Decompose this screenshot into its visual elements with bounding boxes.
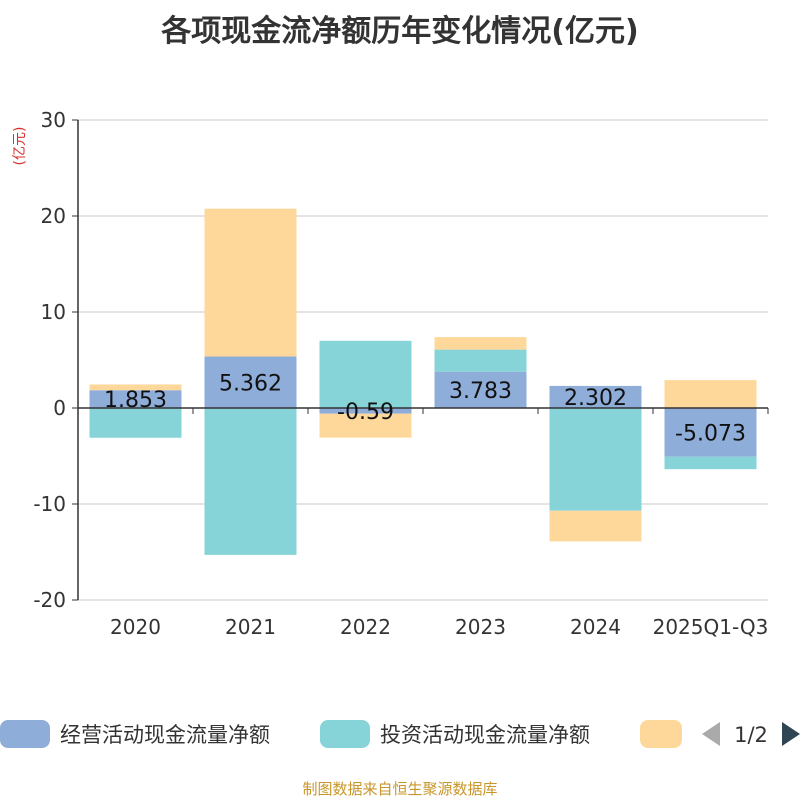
bar-series1-2021 xyxy=(204,408,297,555)
legend-prev-page-icon xyxy=(702,722,720,746)
bar-series2-2020 xyxy=(89,384,182,391)
y-axis-unit-label: (亿元) xyxy=(12,127,28,166)
bar-series2-2025Q1-Q3 xyxy=(664,380,757,408)
x-tick-label: 2021 xyxy=(225,615,276,639)
data-label: 5.362 xyxy=(219,371,282,396)
bar-series1-2023 xyxy=(434,349,527,372)
bar-series1-2022 xyxy=(319,340,412,408)
y-tick-label: -10 xyxy=(33,492,66,516)
x-tick-label: 2025Q1-Q3 xyxy=(653,615,769,639)
grid-lines xyxy=(78,119,768,601)
bar-series0-2020 xyxy=(89,390,182,408)
x-tick-label: 2022 xyxy=(340,615,391,639)
y-tick-label: 0 xyxy=(53,396,66,420)
bar-series1-2020 xyxy=(89,408,182,438)
bar-series2-2021 xyxy=(204,208,297,357)
legend-swatch xyxy=(640,720,682,748)
y-tick-label: 10 xyxy=(41,300,66,324)
y-tick-label: -20 xyxy=(33,588,66,612)
legend-label: 投资活动现金流量净额 xyxy=(380,723,590,747)
y-tick-label: 30 xyxy=(41,108,66,132)
bar-series1-2025Q1-Q3 xyxy=(664,456,757,470)
x-tick-label: 2023 xyxy=(455,615,506,639)
x-tick-label: 2024 xyxy=(570,615,621,639)
bar-series0-2025Q1-Q3 xyxy=(664,408,757,457)
axes: -20 -10 0 10 20 30 (亿元) 2020 2021 2022 2023 2024 202… xyxy=(12,108,769,639)
legend: 经营活动现金流量净额 投资活动现金流量净额 1/2 xyxy=(0,720,800,748)
data-label: 3.783 xyxy=(449,379,512,404)
bar-series0-2021 xyxy=(204,356,297,408)
source-note: 制图数据来自恒生聚源数据库 xyxy=(302,780,498,798)
bars xyxy=(89,208,757,555)
bar-series0-2023 xyxy=(434,371,527,408)
bar-series0-2024 xyxy=(549,385,642,408)
legend-swatch xyxy=(0,720,50,748)
legend-label: 经营活动现金流量净额 xyxy=(60,723,270,747)
chart-title: 各项现金流净额历年变化情况(亿元) xyxy=(161,14,639,49)
legend-swatch xyxy=(320,720,370,748)
data-label: -5.073 xyxy=(675,421,746,446)
bar-series0-2022 xyxy=(319,408,412,414)
x-tick-label: 2020 xyxy=(110,615,161,639)
bar-series2-2022 xyxy=(319,413,412,438)
legend-next-page-icon xyxy=(782,722,800,746)
data-labels: 1.853 5.362 -0.59 3.783 2.302 -5.073 xyxy=(104,371,746,446)
y-tick-label: 20 xyxy=(41,204,66,228)
bar-series1-2024 xyxy=(549,408,642,511)
bar-series2-2024 xyxy=(549,510,642,542)
legend-page-indicator: 1/2 xyxy=(734,723,768,747)
data-label: 1.853 xyxy=(104,388,167,413)
bar-series2-2023 xyxy=(434,337,527,350)
data-label: 2.302 xyxy=(564,386,627,411)
data-label: -0.59 xyxy=(337,400,394,425)
